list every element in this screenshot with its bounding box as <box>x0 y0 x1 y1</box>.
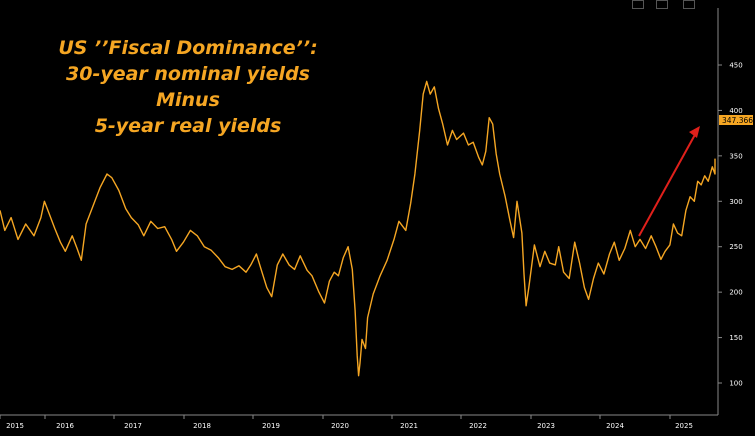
x-tick-label: 2019 <box>262 422 280 430</box>
x-tick-label: 2023 <box>537 422 555 430</box>
y-tick-label: 400 <box>729 107 742 115</box>
trend-arrow-head <box>689 126 700 138</box>
x-tick-label: 2016 <box>56 422 74 430</box>
x-tick-label: 2025 <box>675 422 693 430</box>
x-axis: 2015 2016 2017 2018 2019 2020 2021 2022 2023 2024… <box>0 414 718 430</box>
y-tick-label: 250 <box>729 243 742 251</box>
trend-arrow <box>638 126 700 237</box>
window-control-icon[interactable] <box>656 0 668 9</box>
y-tick-label: 200 <box>729 289 742 297</box>
window-control-icon[interactable] <box>632 0 644 9</box>
last-value-label-text: 347.3667 <box>722 116 755 125</box>
x-tick-label: 2017 <box>124 422 142 430</box>
window-control-icon[interactable] <box>683 0 695 9</box>
x-tick-label: 2022 <box>469 422 487 430</box>
title-line-2: 30-year nominal yields <box>66 63 310 85</box>
trend-arrow-shaft <box>638 130 698 237</box>
y-tick-label: 300 <box>729 198 742 206</box>
title-line-4: 5-year real yields <box>95 115 282 137</box>
series-line <box>0 80 716 377</box>
x-tick-label: 2015 <box>6 422 24 430</box>
x-tick-label: 2021 <box>400 422 418 430</box>
chart-title: US ’’Fiscal Dominance’’: 30-year nominal… <box>58 37 317 137</box>
series-group <box>0 80 716 377</box>
y-tick-label: 100 <box>729 380 742 388</box>
last-value-label-bg <box>719 115 753 125</box>
x-tick-label: 2018 <box>193 422 211 430</box>
y-tick-label: 450 <box>729 62 742 70</box>
title-line-3: Minus <box>156 89 220 111</box>
y-tick-label: 350 <box>729 152 742 160</box>
y-axis: 100 150 200 250 300 350 400 450 <box>717 8 743 415</box>
title-line-1: US ’’Fiscal Dominance’’: <box>58 37 317 59</box>
y-tick-label: 150 <box>729 334 742 342</box>
x-tick-label: 2020 <box>331 422 349 430</box>
x-tick-label: 2024 <box>606 422 624 430</box>
last-value-label: 347.3667 <box>719 115 755 125</box>
